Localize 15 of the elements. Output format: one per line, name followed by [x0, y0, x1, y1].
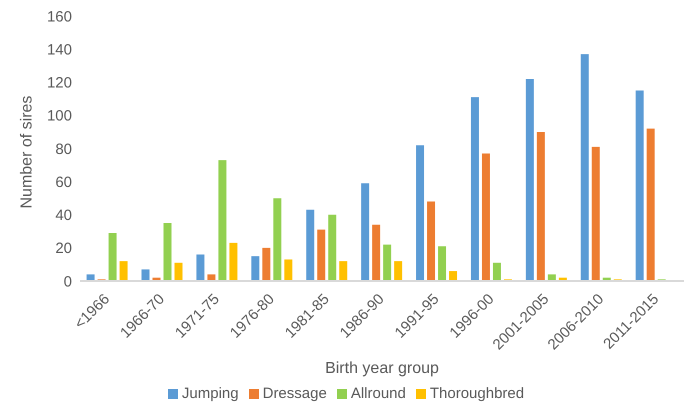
y-tick-label: 60 — [55, 174, 72, 191]
y-tick-label: 160 — [46, 8, 72, 26]
y-tick-label: 120 — [46, 74, 72, 92]
y-tick-label: 20 — [55, 240, 72, 258]
y-tick-label: 40 — [55, 207, 72, 224]
legend-label: Jumping — [182, 385, 239, 402]
y-axis-title: Number of sires — [18, 96, 36, 208]
legend-label: Dressage — [262, 385, 327, 402]
legend-label: Thoroughbred — [430, 385, 524, 402]
x-axis-title: Birth year group — [325, 360, 440, 377]
y-tick-label: 140 — [46, 41, 72, 58]
y-tick-label: 0 — [64, 273, 72, 290]
y-tick-label: 80 — [55, 140, 72, 158]
legend-label: Allround — [350, 385, 406, 402]
y-tick-label: 100 — [46, 108, 72, 125]
